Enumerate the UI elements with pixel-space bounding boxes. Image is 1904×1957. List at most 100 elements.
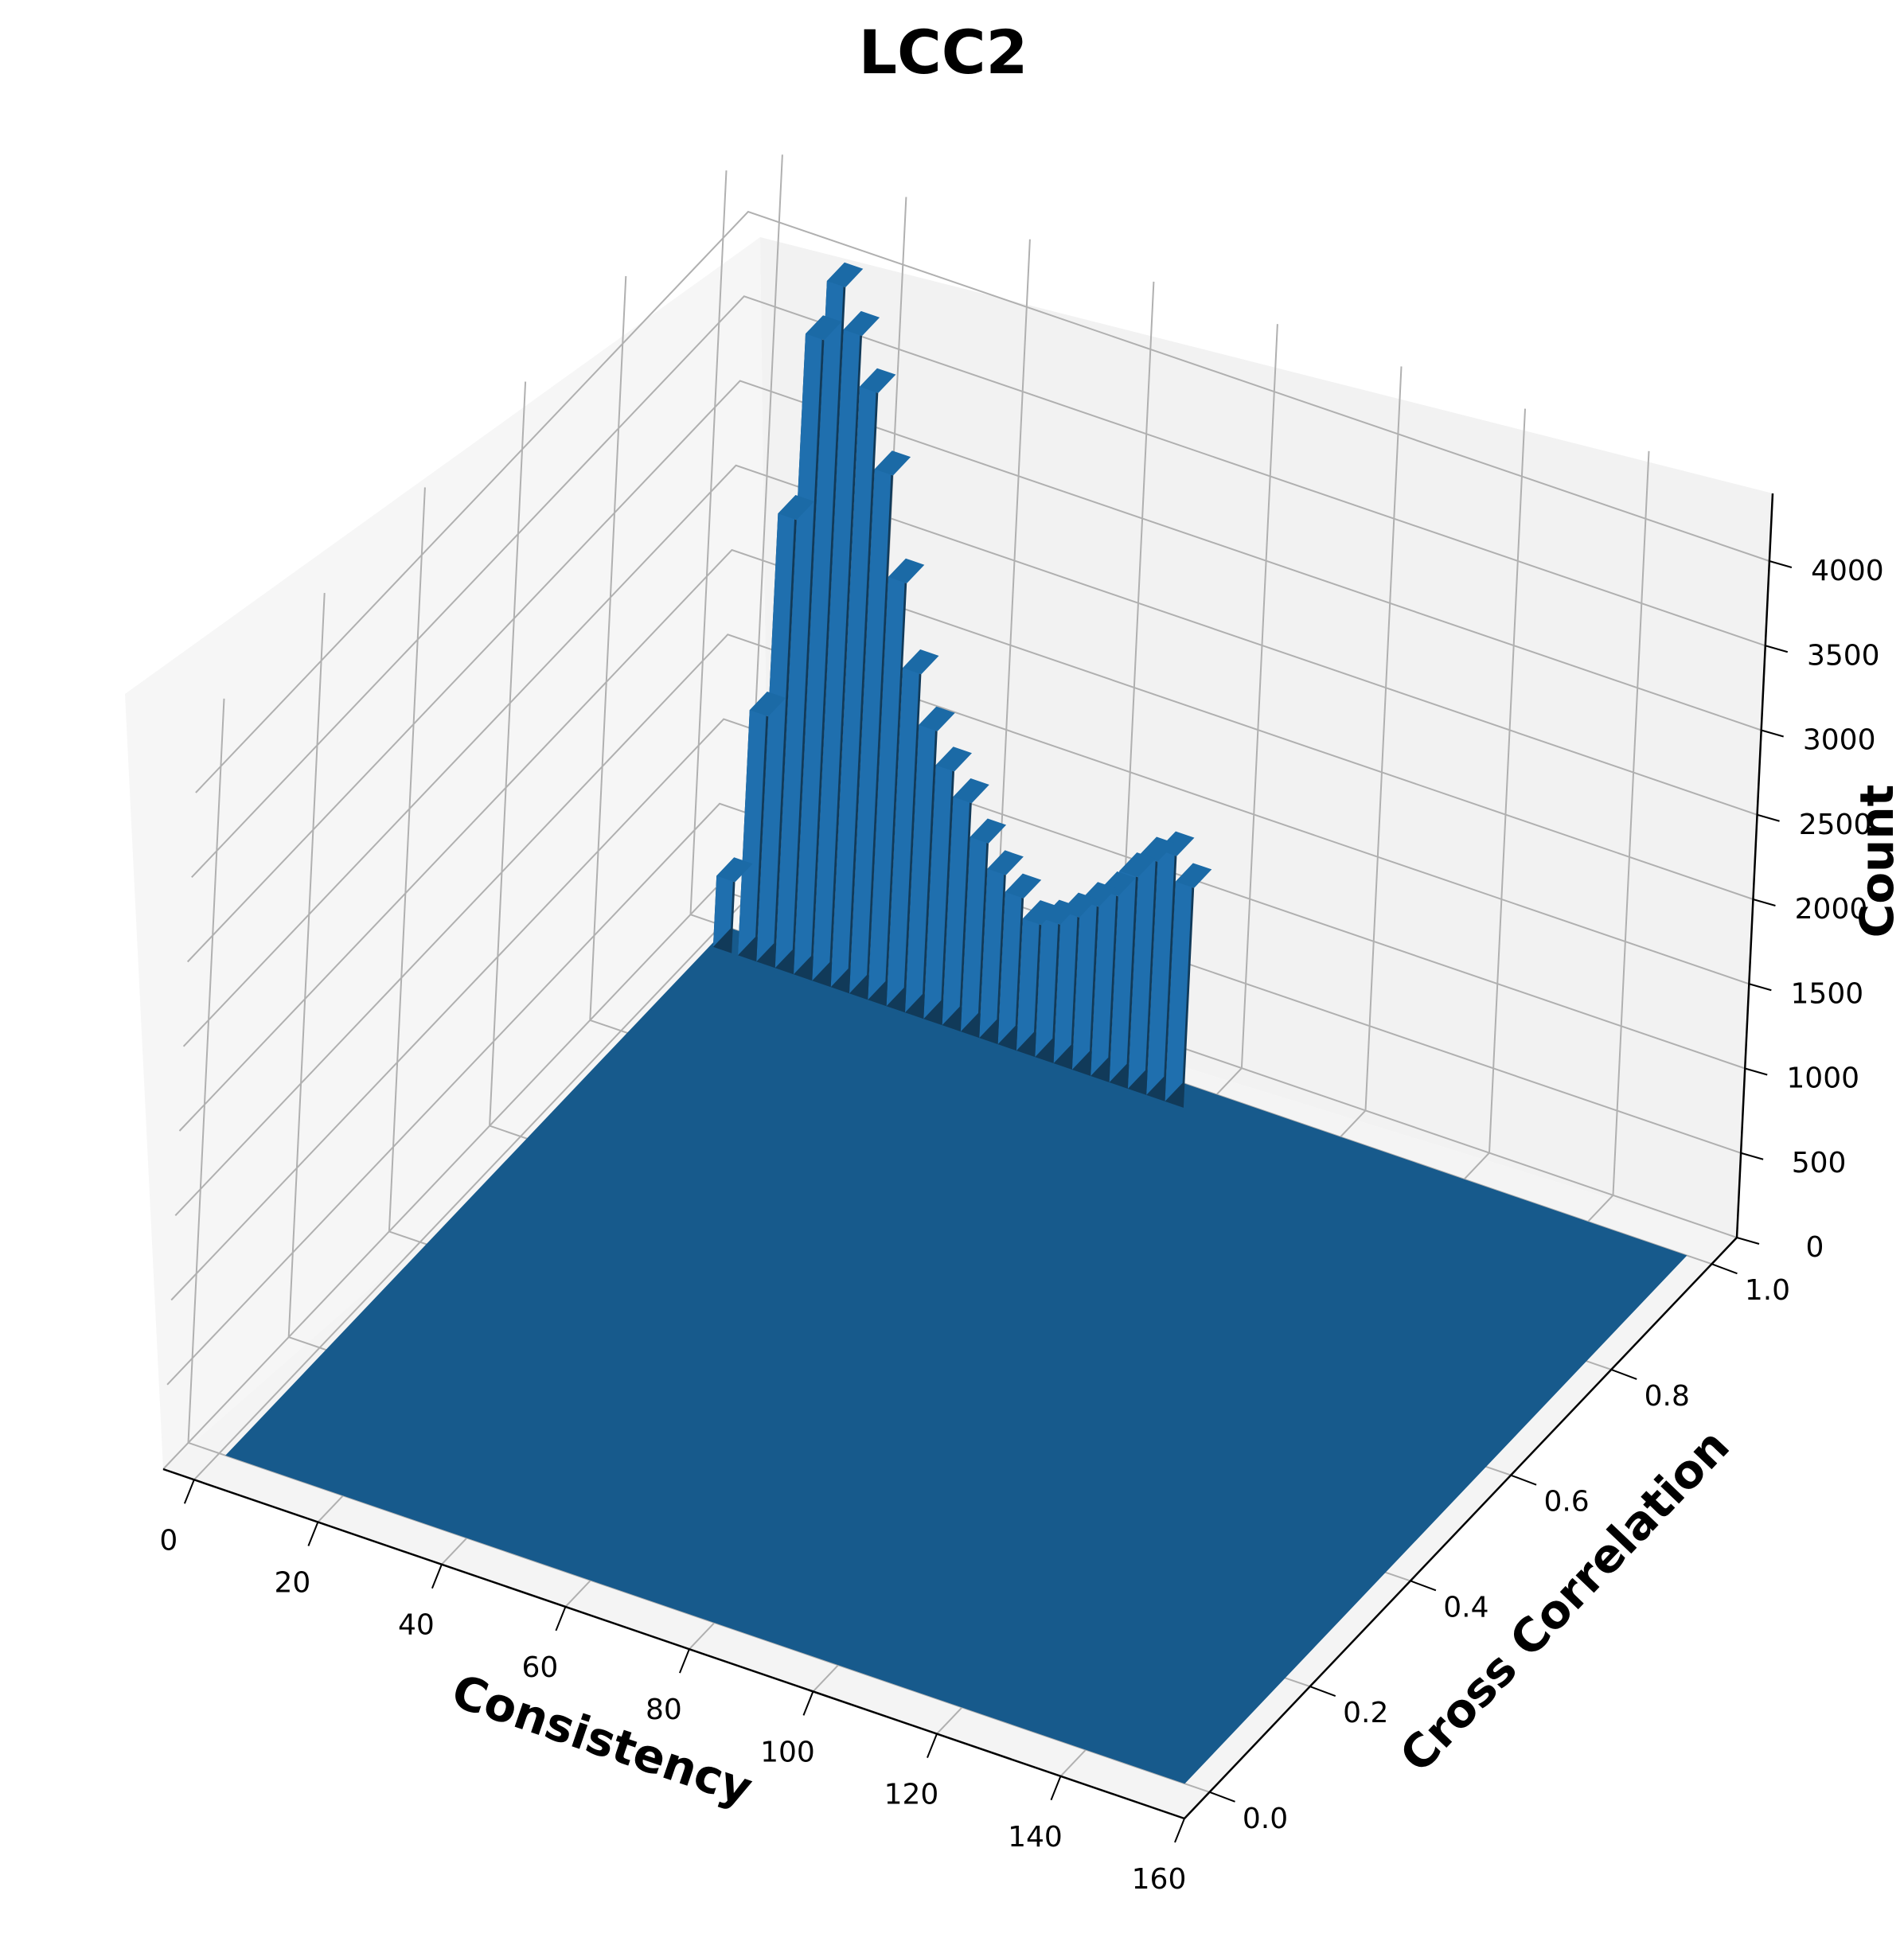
bar-left-face [997, 873, 1023, 1045]
x-tick-mark [679, 1648, 690, 1674]
x-tick-mark [431, 1564, 443, 1589]
bar-left-face [849, 450, 892, 994]
z-axis-line [1735, 493, 1774, 1238]
bar-top-face [716, 857, 753, 883]
z-tick-label: 3000 [1803, 724, 1876, 757]
bar-top-face [888, 558, 925, 583]
y-tick-label: 0.6 [1543, 1486, 1589, 1518]
grid-line-z [178, 548, 1754, 1132]
bar-left-face [1091, 871, 1118, 1076]
bars [225, 262, 1687, 1784]
bar-top-face [987, 850, 1024, 875]
histogram-base [225, 927, 1687, 1784]
bar-left-face [812, 310, 861, 981]
bar-left-face [1127, 836, 1157, 1089]
z-tick-mark [1757, 813, 1780, 822]
bar-left-face [794, 262, 845, 975]
bar-left-face [1035, 899, 1059, 1058]
z-tick-mark [1744, 1067, 1768, 1076]
y-tick-mark [1410, 1580, 1437, 1592]
x-tick-mark [183, 1479, 195, 1504]
bar-top-face [826, 262, 864, 287]
x-tick-mark [555, 1606, 567, 1631]
z-tick-label: 2500 [1799, 809, 1872, 841]
bar-top-face [1119, 852, 1156, 878]
y-tick-label: 0.8 [1645, 1380, 1690, 1413]
z-tick-label: 3500 [1807, 639, 1880, 672]
bar-left-face [756, 495, 796, 962]
z-tick-mark [1736, 1237, 1760, 1245]
bar-left-face [774, 315, 824, 969]
grid-line-z [191, 295, 1766, 878]
bar-top-face [1175, 863, 1212, 888]
y-tick-mark [1610, 1368, 1637, 1380]
z-tick-mark [1749, 983, 1772, 992]
grid-line-z [186, 380, 1762, 963]
bar-top-face [953, 778, 989, 804]
bar-top-face [749, 692, 786, 717]
grid-line-z [174, 633, 1750, 1216]
y-tick-label: 0.0 [1243, 1803, 1288, 1835]
x-tick-label: 120 [884, 1779, 939, 1811]
z-tick-label: 0 [1806, 1231, 1824, 1264]
bar-left-face [1146, 831, 1176, 1095]
bar-top-face [970, 818, 1007, 844]
x-tick-mark [927, 1733, 938, 1758]
z-tick-mark [1765, 645, 1789, 653]
z-tick-mark [1761, 729, 1784, 738]
bar-top-face [1005, 873, 1042, 899]
z-tick-label: 4000 [1811, 555, 1884, 587]
y-axis-line [1184, 1237, 1738, 1819]
bar-top-face [806, 315, 842, 341]
y-tick-mark [1309, 1686, 1336, 1698]
x-tick-label: 160 [1132, 1863, 1187, 1896]
bar-left-face [923, 747, 954, 1019]
bar-left-face [868, 558, 906, 1000]
grid-line-z [182, 464, 1758, 1047]
ticks: 0 20 40 60 80 100 120 140 160 0.0 0.2 0.4 0.6 0.8 1.0 0… [159, 555, 1883, 1896]
bar-top-face [935, 747, 972, 772]
bar-top-face [874, 450, 911, 476]
z-tick-label: 2000 [1795, 893, 1868, 926]
x-tick-mark [307, 1522, 319, 1546]
axis-lines [162, 493, 1774, 1820]
bar-top-face [843, 310, 880, 337]
bar-top-face [860, 368, 896, 393]
bar-left-face [1071, 882, 1098, 1070]
x-tick-label: 0 [159, 1524, 178, 1557]
y-tick-mark [1209, 1791, 1235, 1803]
bar-top-face [1139, 836, 1176, 862]
bar-left-face [1016, 900, 1040, 1051]
grid-line-z [162, 887, 1738, 1470]
z-tick-label: 500 [1792, 1147, 1847, 1179]
bar-left-face [738, 692, 767, 956]
y-tick-label: 0.2 [1343, 1697, 1388, 1729]
bar-top-face [1041, 899, 1078, 925]
bar-top-face [778, 495, 814, 520]
z-tick-mark [1769, 560, 1793, 568]
x-tick-label: 80 [646, 1694, 682, 1726]
z-tick-mark [1740, 1152, 1764, 1160]
y-tick-label: 0.4 [1443, 1591, 1488, 1624]
z-tick-label: 1000 [1786, 1062, 1859, 1095]
x-tick-mark [802, 1690, 814, 1716]
x-tick-label: 40 [398, 1609, 435, 1642]
bar-top-face [903, 649, 939, 675]
x-tick-label: 60 [522, 1651, 559, 1684]
x-axis-label: Consistency [445, 1663, 759, 1816]
x-tick-label: 100 [760, 1736, 815, 1768]
grid-line-z [170, 718, 1746, 1301]
bar-left-face [1109, 852, 1137, 1082]
bar-top-face [919, 706, 955, 731]
bar-left-face [886, 649, 921, 1007]
left-pane [125, 237, 769, 1469]
bar-left-face [960, 818, 988, 1032]
z-tick-mark [1753, 899, 1776, 906]
x-tick-mark [1050, 1776, 1062, 1801]
x-tick-label: 20 [274, 1567, 310, 1600]
grid-line-z [166, 802, 1742, 1386]
bar-left-face [979, 850, 1005, 1039]
grid-line-z [195, 210, 1770, 793]
y-tick-mark [1711, 1263, 1738, 1275]
